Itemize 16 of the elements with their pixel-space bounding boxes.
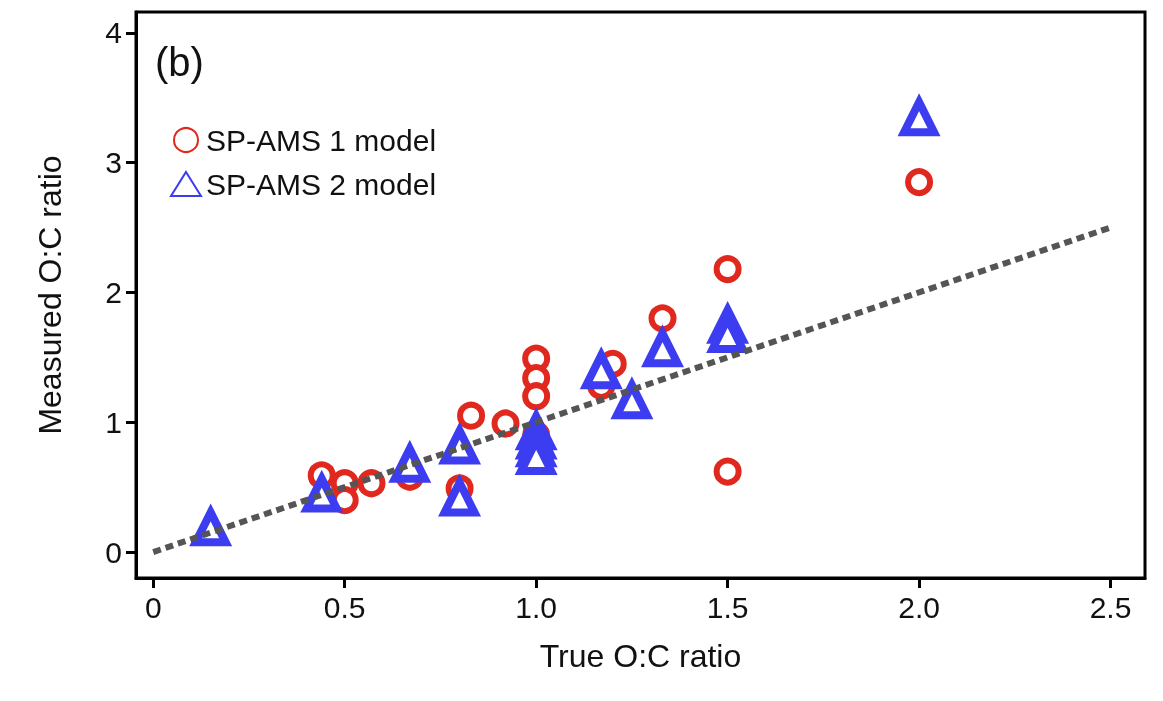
y-tick-label: 3 (105, 146, 122, 180)
y-tick-label: 4 (105, 16, 122, 50)
x-tick-label: 0.5 (323, 590, 366, 624)
annotation: (b) (155, 40, 204, 84)
legend-label: SP-AMS 2 model (206, 167, 437, 201)
x-tick-label: 2.5 (1089, 590, 1132, 624)
x-tick-label: 0 (144, 590, 162, 624)
x-tick-label: 1.0 (515, 590, 558, 624)
y-tick-label: 1 (105, 405, 122, 439)
legend-label: SP-AMS 1 model (206, 123, 437, 157)
x-axis-title: True O:C ratio (539, 638, 742, 674)
y-tick-label: 2 (105, 275, 122, 309)
x-tick-label: 2.0 (898, 590, 940, 624)
y-tick-label: 0 (105, 535, 122, 569)
y-axis-title: Measured O:C ratio (32, 155, 68, 435)
x-tick-label: 1.5 (706, 590, 749, 624)
